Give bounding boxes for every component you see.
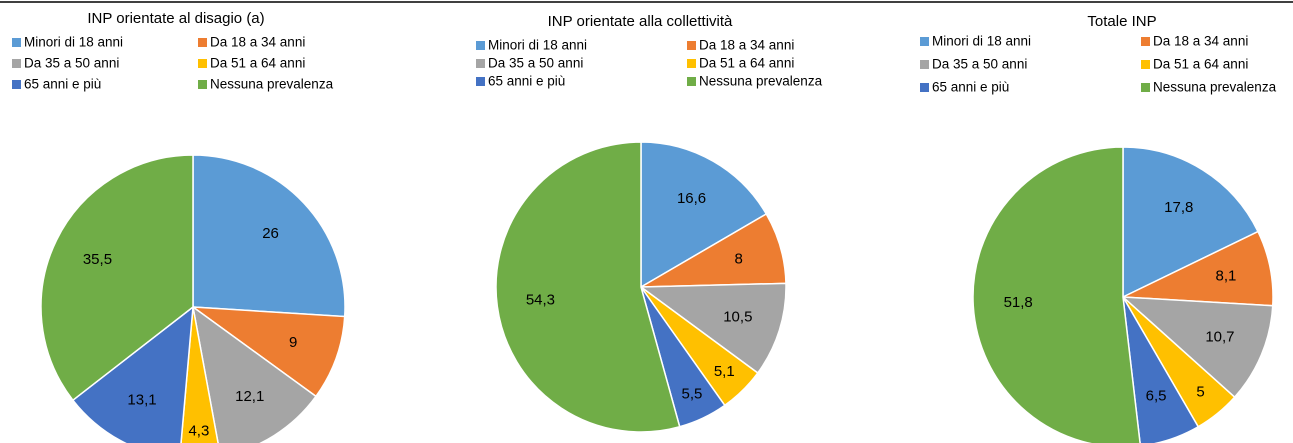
pie-slice: [972, 146, 1141, 443]
value-label: 8,1: [1216, 267, 1237, 284]
legend-swatch: [1141, 60, 1150, 69]
value-label: 4,3: [188, 422, 209, 439]
legend-swatch: [920, 83, 929, 92]
pie-slice: [190, 306, 346, 398]
legend-label: 65 anni e più: [932, 80, 1009, 95]
chart-title: INP orientate alla collettività: [548, 13, 733, 30]
legend-swatch: [920, 60, 929, 69]
legend-label: Minori di 18 anni: [24, 35, 123, 50]
legend-swatch: [476, 77, 485, 86]
value-label: 16,6: [677, 190, 706, 207]
value-label: 6,5: [1146, 388, 1167, 405]
chart-title: Totale INP: [1087, 13, 1156, 30]
pie-slice: [495, 141, 681, 433]
legend-label: Da 35 a 50 anni: [932, 57, 1027, 72]
pie-slice: [71, 305, 194, 443]
legend-swatch: [687, 59, 696, 68]
legend-label: Da 18 a 34 anni: [1153, 34, 1248, 49]
value-label: 17,8: [1164, 199, 1193, 216]
pie-slice: [40, 154, 194, 402]
value-label: 10,5: [723, 308, 752, 325]
legend-swatch: [12, 59, 21, 68]
value-label: 9: [289, 334, 297, 351]
pie-slice: [1122, 146, 1259, 299]
value-label: 26: [262, 225, 279, 242]
legend-swatch: [12, 80, 21, 89]
legend-label: Da 35 a 50 anni: [24, 56, 119, 71]
legend-swatch: [687, 41, 696, 50]
legend-swatch: [687, 77, 696, 86]
legend-swatch: [1141, 37, 1150, 46]
legend-label: Nessuna prevalenza: [210, 77, 334, 92]
legend-swatch: [920, 37, 929, 46]
legend-label: Da 51 a 64 anni: [699, 56, 794, 71]
legend-label: Da 51 a 64 anni: [210, 56, 305, 71]
legend-swatch: [476, 59, 485, 68]
legend-label: 65 anni e più: [24, 77, 101, 92]
value-label: 5,1: [714, 363, 735, 380]
legend-label: 65 anni e più: [488, 74, 565, 89]
value-label: 8: [734, 250, 742, 267]
legend-swatch: [198, 80, 207, 89]
pie-slice: [640, 141, 768, 289]
legend-label: Da 18 a 34 anni: [699, 38, 794, 53]
pie-slice: [638, 282, 787, 375]
legend-label: Da 18 a 34 anni: [210, 35, 305, 50]
value-label: 35,5: [83, 251, 112, 268]
legend-swatch: [1141, 83, 1150, 92]
legend-swatch: [476, 41, 485, 50]
chart-title: INP orientate al disagio (a): [87, 10, 264, 27]
legend-label: Nessuna prevalenza: [699, 74, 823, 89]
legend-swatch: [198, 59, 207, 68]
value-label: 10,7: [1205, 328, 1234, 345]
legend-label: Da 35 a 50 anni: [488, 56, 583, 71]
legend-label: Nessuna prevalenza: [1153, 80, 1277, 95]
pie-slice: [1122, 296, 1200, 443]
pie-slice: [192, 154, 346, 318]
legend-label: Da 51 a 64 anni: [1153, 57, 1248, 72]
value-label: 5,5: [682, 385, 703, 402]
value-label: 12,1: [235, 388, 264, 405]
legend-label: Minori di 18 anni: [488, 38, 587, 53]
value-label: 13,1: [127, 391, 156, 408]
value-label: 54,3: [526, 292, 555, 309]
value-label: 51,8: [1004, 294, 1033, 311]
value-label: 5: [1196, 383, 1204, 400]
legend-label: Minori di 18 anni: [932, 34, 1031, 49]
legend-swatch: [198, 38, 207, 47]
pie-slice: [1120, 296, 1274, 399]
legend-swatch: [12, 38, 21, 47]
pie-slice: [191, 305, 318, 443]
